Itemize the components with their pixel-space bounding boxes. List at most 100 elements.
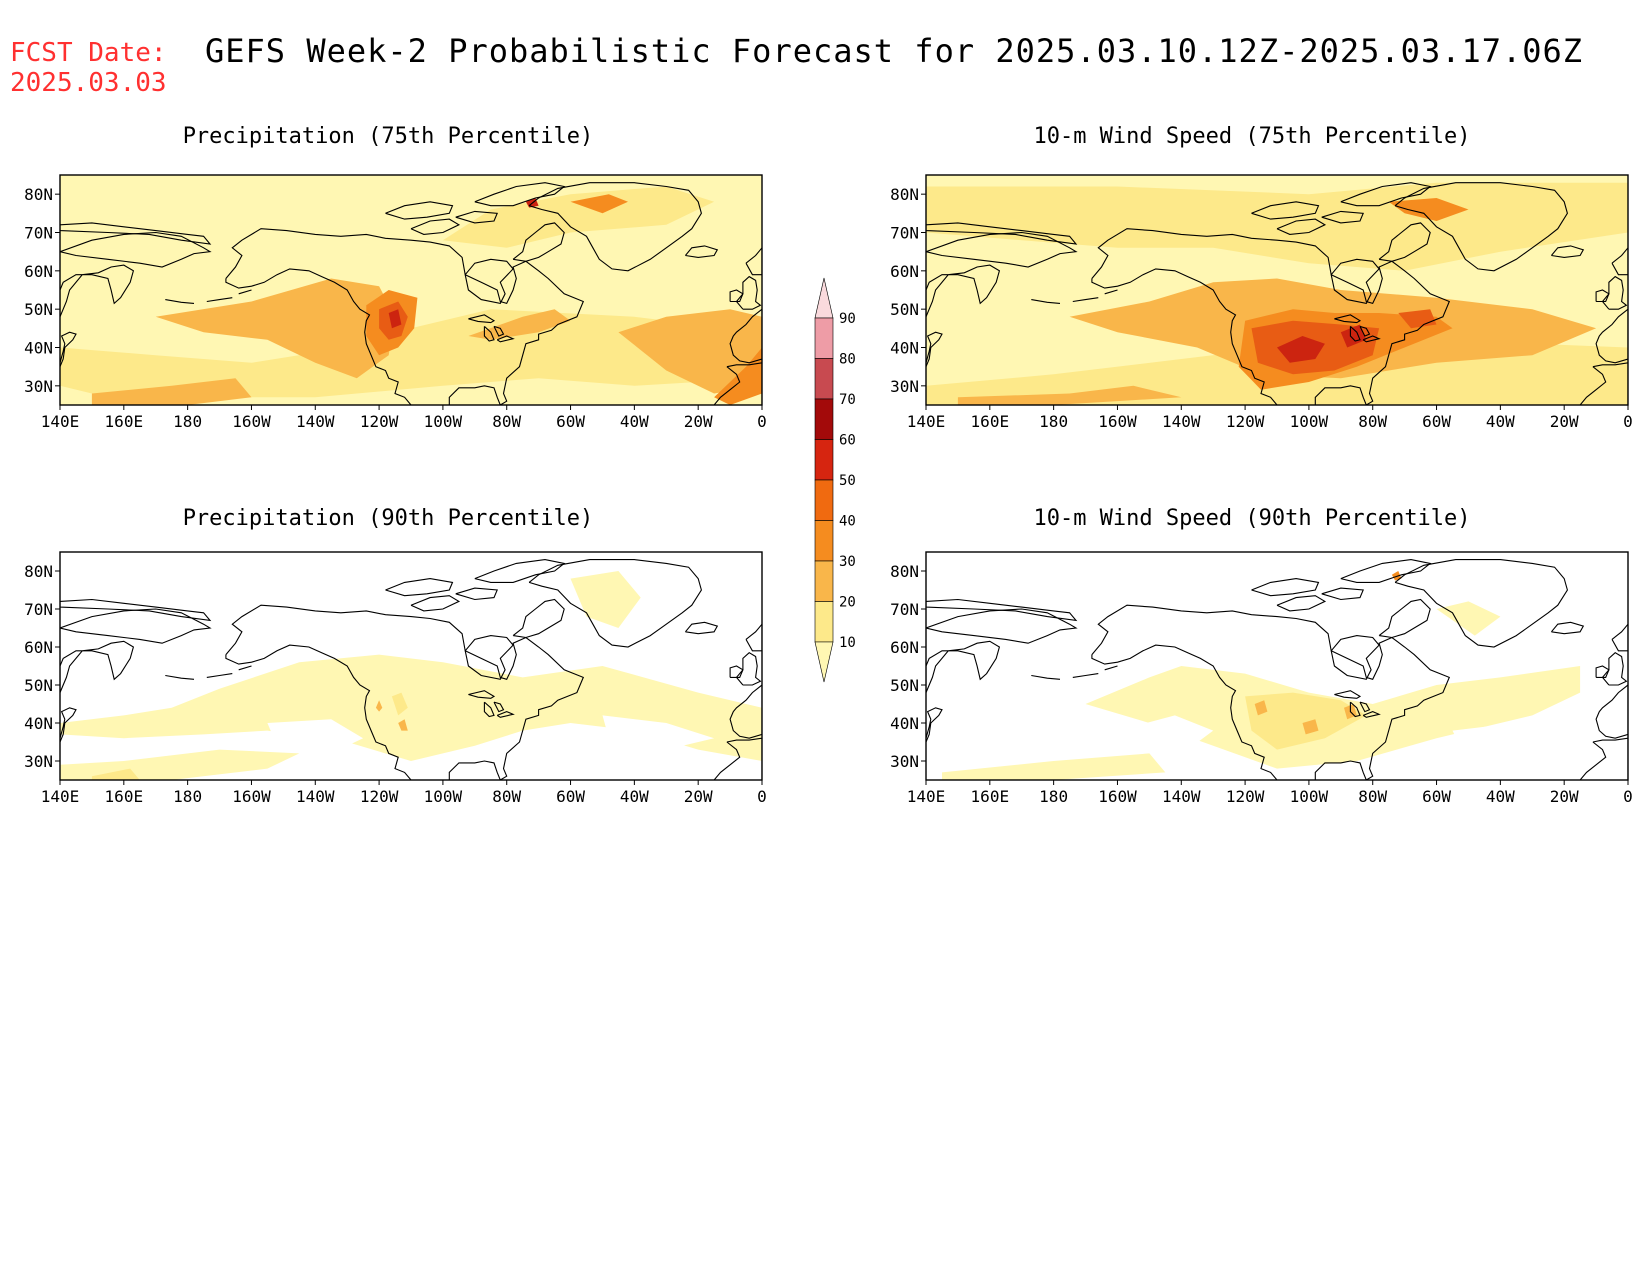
coastline — [1104, 665, 1118, 671]
colorbar-segment — [814, 439, 834, 481]
probability-contour — [957, 385, 1182, 405]
coastline — [1276, 218, 1327, 235]
coastline — [60, 608, 212, 644]
lat-tick-label: 70N — [24, 224, 53, 243]
coastline — [1104, 289, 1118, 295]
coastline — [60, 222, 212, 245]
probability-contour — [1245, 692, 1367, 750]
lon-tick-label: 180 — [1039, 412, 1068, 431]
coastline — [1550, 245, 1585, 258]
lon-tick-label: 100W — [1290, 412, 1329, 431]
coastline — [512, 598, 565, 639]
lon-tick-label: 160W — [1098, 787, 1137, 806]
coastline — [745, 623, 762, 652]
lon-tick-label: 140E — [41, 787, 80, 806]
coastline — [1031, 674, 1061, 680]
coastline — [496, 711, 515, 718]
probability-contour — [60, 309, 762, 398]
coastline — [729, 289, 744, 303]
coastline — [729, 684, 762, 739]
panel-title-precip-75: Precipitation (75th Percentile) — [182, 124, 594, 149]
colorbar-label: 60 — [839, 433, 856, 449]
coastline — [1362, 335, 1381, 343]
probability-contour — [1340, 324, 1367, 348]
probability-contour — [468, 309, 571, 340]
coastline — [1362, 711, 1381, 718]
lon-tick-label: 80W — [492, 412, 521, 431]
lon-tick-label: 100W — [424, 412, 463, 431]
lon-tick-label: 0 — [757, 787, 767, 806]
colorbar-segment — [814, 520, 834, 562]
colorbar-label: 20 — [839, 595, 856, 611]
lon-tick-label: 160W — [232, 412, 271, 431]
coastline — [1550, 621, 1585, 635]
lat-tick-label: 50N — [24, 676, 53, 695]
coastline — [60, 331, 77, 367]
coastline — [238, 289, 252, 295]
lon-tick-label: 20W — [1550, 787, 1579, 806]
probability-contour — [155, 278, 395, 379]
coastline — [926, 264, 1001, 318]
colorbar-top-triangle — [814, 277, 834, 319]
colorbar-label: 30 — [839, 554, 856, 570]
colorbar: 10 20 30 40 50 60 70 80 90 — [814, 277, 856, 683]
coastline — [926, 707, 943, 743]
probability-contour — [602, 715, 715, 750]
probability-contour — [618, 309, 762, 394]
coastline — [60, 598, 212, 622]
coastline — [464, 635, 514, 680]
coastline — [1595, 665, 1610, 678]
probability-contour — [91, 768, 140, 780]
lat-tick-label: 60N — [890, 638, 919, 657]
coastline — [1251, 578, 1320, 597]
colorbar-segment — [814, 398, 834, 440]
colorbar-label: 40 — [839, 514, 856, 530]
lon-tick-label: 140W — [296, 412, 335, 431]
lon-tick-label: 180 — [173, 787, 202, 806]
probability-contour — [1452, 723, 1565, 758]
coastline — [926, 598, 1078, 622]
colorbar-label: 70 — [839, 392, 856, 408]
map-panel-precip-75: 140E 160E 180 160W 140W 120W 100W 80W 60W 40W 20W 0… — [24, 174, 767, 431]
lat-tick-label: 40N — [890, 339, 919, 358]
probability-field — [60, 552, 762, 780]
lat-tick-label: 60N — [24, 638, 53, 657]
coastline — [713, 737, 762, 780]
coastline — [745, 246, 762, 276]
lon-tick-label: 120W — [1226, 787, 1265, 806]
coastline — [1595, 308, 1628, 364]
coastline — [1091, 228, 1451, 405]
lon-tick-label: 160W — [232, 787, 271, 806]
probability-contour — [1254, 700, 1268, 716]
probability-field — [926, 175, 1628, 405]
coastline — [1579, 737, 1628, 780]
probability-contour — [1277, 336, 1325, 363]
map-panel-wind-75: 140E 160E 180 160W 140W 120W 100W 80W 60W 40W 20W 0… — [890, 174, 1633, 431]
lon-tick-label: 120W — [1226, 412, 1265, 431]
probability-contour — [91, 378, 252, 405]
lon-tick-label: 60W — [556, 787, 585, 806]
lat-tick-label: 30N — [24, 752, 53, 771]
coastline — [512, 222, 565, 262]
probability-contour — [375, 700, 383, 712]
probability-contour — [388, 309, 402, 329]
coastline — [1321, 210, 1364, 224]
lon-tick-label: 60W — [1422, 787, 1451, 806]
fcst-date-value: 2025.03.03 — [10, 68, 167, 98]
coastline — [1330, 635, 1380, 680]
lat-tick-label: 80N — [24, 562, 53, 581]
lon-tick-label: 0 — [1623, 412, 1633, 431]
coastline — [1359, 325, 1371, 337]
lat-tick-label: 50N — [24, 300, 53, 319]
lon-tick-label: 20W — [684, 787, 713, 806]
coastline — [926, 608, 1078, 644]
coastline — [1349, 701, 1361, 718]
coastline — [1349, 325, 1361, 342]
lon-tick-label: 40W — [1486, 787, 1515, 806]
colorbar-label: 50 — [839, 473, 856, 489]
map-frame — [59, 551, 763, 781]
lon-tick-label: 140W — [1162, 412, 1201, 431]
lat-tick-label: 40N — [24, 714, 53, 733]
lon-tick-label: 40W — [1486, 412, 1515, 431]
